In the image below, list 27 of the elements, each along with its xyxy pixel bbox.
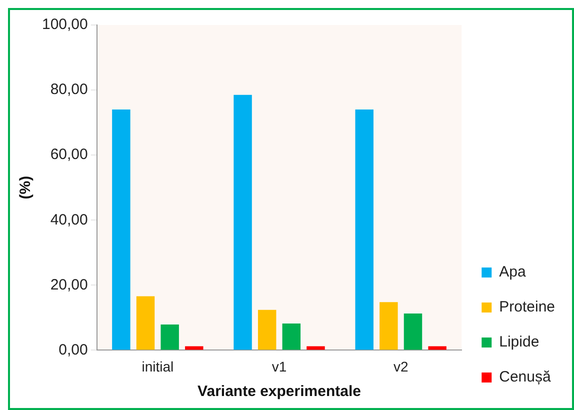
- bar: [355, 110, 374, 350]
- bar: [234, 94, 252, 350]
- y-tick-label: 40,00: [50, 211, 88, 228]
- x-tick-label: initial: [142, 358, 174, 374]
- bar: [136, 296, 155, 350]
- x-tick-label: v2: [393, 358, 408, 374]
- y-tick-label: 100,00: [42, 16, 88, 34]
- bar: [112, 110, 130, 350]
- legend-label: Lipide: [499, 334, 540, 351]
- y-tick-label: 60,00: [50, 146, 88, 164]
- legend-label: Apa: [499, 264, 526, 281]
- bar: [306, 346, 325, 350]
- bar: [160, 324, 179, 350]
- y-tick-label: 80,00: [50, 81, 88, 98]
- x-axis-title: Variante experimentale: [198, 383, 361, 400]
- legend-label: Cenușă: [499, 368, 552, 386]
- bar: [380, 302, 398, 350]
- x-tick-label: v1: [272, 358, 287, 374]
- bar: [428, 346, 446, 350]
- bar: [282, 324, 301, 350]
- legend-label: Proteine: [499, 298, 556, 316]
- y-tick-label: 20,00: [50, 276, 88, 294]
- y-axis-title: (%): [17, 176, 34, 200]
- bar: [404, 313, 422, 350]
- bar: [185, 346, 204, 350]
- bar: [258, 310, 276, 350]
- y-tick-label: 0,00: [58, 341, 88, 358]
